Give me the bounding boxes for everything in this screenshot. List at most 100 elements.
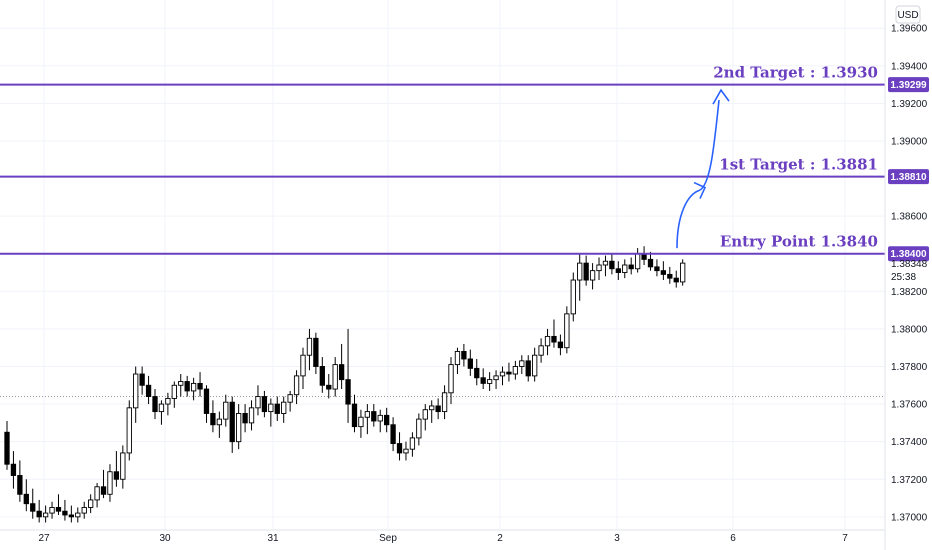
level-label: Entry Point 1.3840 <box>720 233 878 251</box>
candle-body <box>519 360 525 367</box>
x-tick-label: 30 <box>159 533 171 544</box>
candle-body <box>564 313 570 349</box>
candle-body <box>248 407 255 424</box>
candle-body <box>454 351 461 366</box>
candle-body <box>62 510 68 516</box>
candle-body <box>68 514 75 518</box>
candle-body <box>338 364 345 381</box>
candle-body <box>242 413 248 424</box>
candle-body <box>171 384 177 399</box>
candle-body <box>396 443 403 454</box>
candle-body <box>190 382 197 392</box>
candle-body <box>577 262 583 281</box>
candle-body <box>512 366 519 375</box>
currency-label: USD <box>897 10 918 21</box>
candle-body <box>532 354 538 377</box>
candle-body <box>75 512 81 518</box>
candle-body <box>480 377 486 384</box>
candle-body <box>422 409 428 420</box>
candle-body <box>557 341 564 349</box>
candle-body <box>287 394 293 403</box>
candle-body <box>409 437 416 450</box>
candle-body <box>23 493 29 505</box>
y-tick-label: 1.38000 <box>891 324 928 335</box>
candle-body <box>602 260 609 266</box>
level-price-tag-label: 1.38400 <box>890 249 927 260</box>
candle-body <box>274 403 280 414</box>
candle-body <box>596 264 602 272</box>
candle-body <box>609 260 615 270</box>
currency-badge[interactable]: USD <box>895 5 921 24</box>
x-tick-label: 2 <box>497 533 503 544</box>
candle-body <box>100 486 107 495</box>
level-price-tag <box>888 169 929 185</box>
level-label: 1st Target : 1.3881 <box>719 156 878 174</box>
candle-body <box>377 414 383 422</box>
y-tick-label: 1.39600 <box>891 24 928 35</box>
candle-body <box>152 396 158 413</box>
candle-body <box>345 379 351 405</box>
y-tick-label: 1.39200 <box>891 99 928 110</box>
candle-body <box>461 351 467 360</box>
candle-body <box>49 506 55 514</box>
candle-body <box>306 337 313 356</box>
candle-body <box>223 401 229 420</box>
price-level-tags: 1.39299 1.38810 1.38400 <box>888 77 929 262</box>
candle-body <box>293 375 300 396</box>
candle-body <box>441 392 448 413</box>
y-tick-label: 1.37400 <box>891 437 928 448</box>
level-price-tag-label: 1.38810 <box>890 172 927 183</box>
candle-body <box>255 396 261 409</box>
level-price-tag <box>888 77 929 93</box>
candle-body <box>236 413 242 443</box>
candle-body <box>416 418 422 439</box>
candle-body <box>589 270 596 281</box>
candle-body <box>36 510 42 518</box>
candle-body <box>216 418 223 426</box>
x-tick-label: 7 <box>842 533 848 544</box>
candle-body <box>474 367 480 379</box>
y-tick-label: 1.37800 <box>891 362 928 373</box>
candle-body <box>113 471 120 480</box>
candle-body <box>165 397 171 405</box>
candle-body <box>55 506 62 512</box>
level-price-tag <box>888 246 929 262</box>
y-tick-label: 1.37000 <box>891 512 928 523</box>
candle-body <box>667 273 673 279</box>
candle-body <box>506 371 512 375</box>
x-tick-label: 31 <box>267 533 279 544</box>
time-axis[interactable]: 27 30 31 Sep 2 3 6 7 <box>38 533 848 544</box>
candle-body <box>120 452 126 480</box>
candle-body <box>10 463 17 476</box>
candle-body <box>133 373 139 409</box>
candle-body <box>210 413 216 426</box>
candle-body <box>268 403 274 413</box>
x-tick-label: Sep <box>379 533 397 544</box>
candle-body <box>30 503 36 512</box>
candle-body <box>551 335 557 343</box>
candle-body <box>126 407 132 454</box>
candle-body <box>17 475 23 495</box>
current-price: 1.38348 <box>891 259 928 270</box>
candle-body <box>197 382 203 390</box>
candle-body <box>281 401 287 414</box>
projection-arrow-head <box>712 88 730 105</box>
candle-body <box>647 258 654 268</box>
y-tick-label: 1.39400 <box>891 61 928 72</box>
candle-body <box>261 396 268 413</box>
x-tick-label: 27 <box>38 533 50 544</box>
candle-body <box>384 414 390 426</box>
candle-body <box>351 403 358 428</box>
candle-body <box>371 411 377 422</box>
candle-body <box>332 364 338 390</box>
candle-body <box>358 416 364 428</box>
candle-body <box>326 384 332 390</box>
candle-body <box>634 253 641 270</box>
x-tick-label: 3 <box>614 533 620 544</box>
candle-body <box>300 354 306 377</box>
candle-body <box>145 384 152 398</box>
y-tick-label: 1.37200 <box>891 475 928 486</box>
candle-body <box>499 371 506 377</box>
